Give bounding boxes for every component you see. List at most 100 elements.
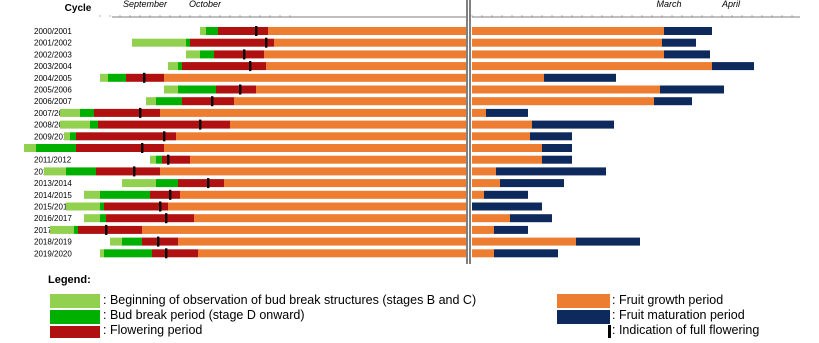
bar-observation <box>146 97 156 106</box>
marker-full-flowering <box>169 189 172 200</box>
row-label-2006-2007: 2006/2007 <box>34 97 72 106</box>
bar-flowering <box>178 179 224 188</box>
marker-full-flowering <box>141 143 144 153</box>
bar-observation <box>100 73 108 82</box>
bar-fruit-growth <box>164 73 466 82</box>
bar-flowering <box>76 144 164 152</box>
legend-label-observation: : Beginning of observation of bud break … <box>103 293 477 307</box>
month-label-september: September <box>123 0 168 9</box>
bar-flowering <box>182 97 234 106</box>
row-label-2003-2004: 2003/2004 <box>34 62 72 71</box>
month-label-march: March <box>656 0 681 9</box>
marker-full-flowering <box>243 49 246 60</box>
bar-flowering <box>214 50 264 59</box>
marker-full-flowering <box>139 107 142 118</box>
row-label-2002-2003: 2002/2003 <box>34 50 72 59</box>
bar-fruit-growth <box>178 237 466 246</box>
bar-fruit-growth-continued <box>472 179 500 188</box>
legend-label-flowering: : Flowering period <box>103 323 203 337</box>
bar-observation <box>200 27 206 35</box>
marker-full-flowering <box>167 154 170 165</box>
bar-flowering <box>78 225 142 234</box>
marker-full-flowering <box>105 224 108 235</box>
marker-full-flowering <box>143 72 146 83</box>
bar-flowering <box>106 214 194 223</box>
bar-flowering <box>182 62 266 71</box>
bar-fruit-growth <box>160 167 466 176</box>
bar-fruit-growth-continued <box>472 144 542 152</box>
bar-fruit-growth <box>190 155 466 164</box>
bar-fruit-growth-continued <box>472 50 664 59</box>
bar-maturation <box>494 249 558 258</box>
bar-maturation <box>532 120 614 129</box>
bar-flowering <box>152 249 198 258</box>
bar-fruit-growth <box>234 97 466 106</box>
bar-fruit-growth <box>176 132 466 141</box>
bar-flowering <box>216 85 256 94</box>
row-label-2007-2008: 2007/2008 <box>34 109 72 118</box>
marker-full-flowering <box>199 119 202 130</box>
bar-fruit-growth <box>180 190 466 199</box>
row-label-2018-2019: 2018/2019 <box>34 238 72 247</box>
bar-maturation <box>654 97 692 106</box>
bar-observation <box>60 108 80 117</box>
bar-observation <box>100 249 104 258</box>
bar-observation <box>110 237 122 246</box>
legend-label-bud-break: : Bud break period (stage D onward) <box>103 308 305 322</box>
bar-fruit-growth <box>164 144 466 152</box>
bar-fruit-growth <box>224 179 466 188</box>
bar-observation <box>60 120 90 129</box>
row-label-2011-2012: 2011/2012 <box>34 156 72 165</box>
legend-swatch-bud-break <box>50 310 100 324</box>
bar-bud-break <box>100 202 104 211</box>
bar-fruit-growth <box>230 120 466 129</box>
bar-fruit-growth <box>168 202 466 211</box>
bar-bud-break <box>206 27 218 35</box>
bar-bud-break <box>186 38 190 47</box>
month-label-october: October <box>189 0 222 9</box>
bar-bud-break <box>122 237 142 246</box>
bar-bud-break <box>104 249 152 258</box>
bar-flowering <box>150 190 180 199</box>
bar-observation <box>150 155 156 164</box>
marker-full-flowering <box>211 96 214 107</box>
bar-maturation <box>662 38 696 47</box>
bar-bud-break <box>156 155 162 164</box>
bar-observation <box>132 38 186 47</box>
marker-full-flowering <box>255 26 258 36</box>
bar-fruit-growth-continued <box>472 120 532 129</box>
bar-maturation <box>544 73 616 82</box>
marker-full-flowering <box>249 61 252 72</box>
bar-maturation <box>496 167 606 176</box>
bar-fruit-growth <box>194 214 466 223</box>
bar-maturation <box>510 214 552 223</box>
row-label-2008-2009: 2008/2009 <box>34 121 72 130</box>
marker-full-flowering <box>159 201 162 212</box>
bar-observation <box>84 190 100 199</box>
bar-bud-break <box>200 50 214 59</box>
bar-fruit-growth <box>266 62 466 71</box>
bar-fruit-growth-continued <box>472 237 576 246</box>
bar-bud-break <box>36 144 76 152</box>
row-label-2015-2016: 2015/2016 <box>34 203 72 212</box>
bar-bud-break <box>178 62 182 71</box>
marker-full-flowering <box>265 37 268 48</box>
bar-fruit-growth-continued <box>472 38 662 47</box>
legend-swatch-fruit-growth <box>557 294 610 308</box>
bar-fruit-growth-continued <box>472 167 496 176</box>
marker-full-flowering <box>165 213 168 224</box>
bar-flowering <box>190 38 274 47</box>
month-label-april: April <box>721 0 741 9</box>
marker-full-flowering <box>239 84 242 95</box>
bar-maturation <box>712 62 754 71</box>
bar-maturation <box>542 155 572 164</box>
bar-fruit-growth <box>198 249 466 258</box>
bar-bud-break <box>100 190 150 199</box>
bar-fruit-growth-continued <box>472 249 494 258</box>
legend-label-maturation: : Fruit maturation period <box>612 308 745 322</box>
bar-bud-break <box>70 132 76 141</box>
bar-observation <box>164 85 178 94</box>
bar-flowering <box>218 27 268 35</box>
marker-full-flowering <box>157 236 160 247</box>
